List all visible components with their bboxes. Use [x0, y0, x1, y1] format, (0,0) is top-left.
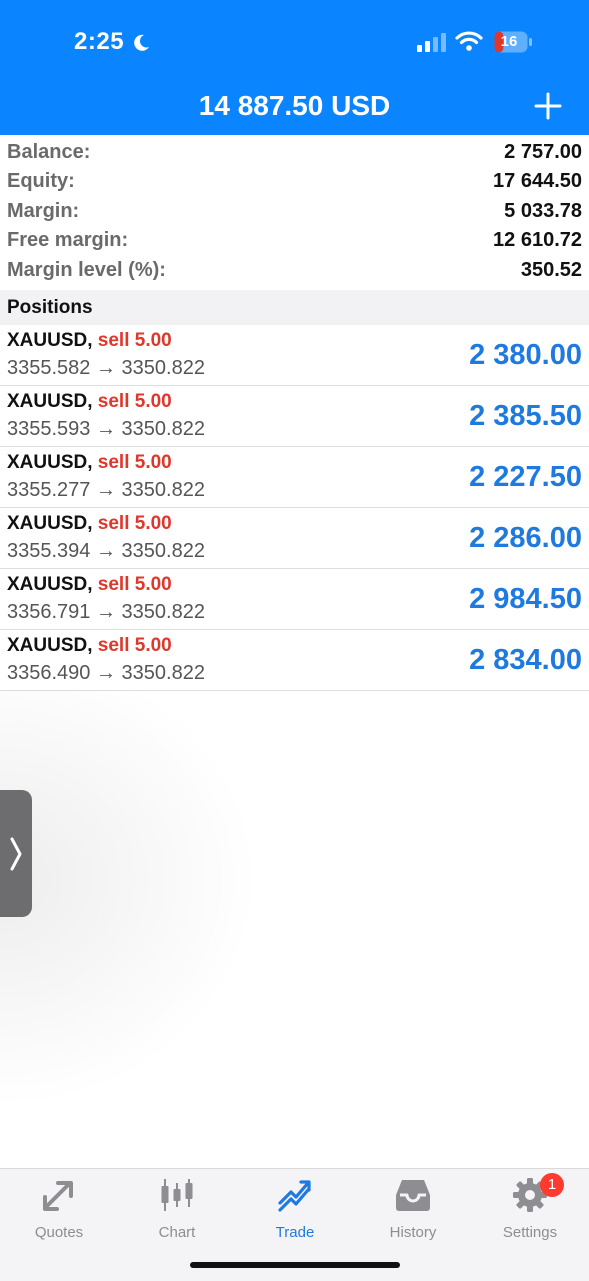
position-prices: 3355.582 → 3350.822 [7, 357, 205, 379]
history-icon [396, 1180, 430, 1211]
position-type: sell 5.00 [97, 635, 172, 656]
position-symbol: XAUUSD, [7, 452, 93, 473]
chevron-right-icon [10, 837, 22, 871]
equity-row: Equity: 17 644.50 [0, 167, 589, 196]
position-type: sell 5.00 [97, 330, 172, 351]
tab-history[interactable]: History [354, 1177, 472, 1247]
page-title: 14 887.50 USD [198, 90, 391, 121]
position-symbol: XAUUSD, [7, 635, 93, 656]
chart-icon [161, 1179, 193, 1211]
tab-label: History [389, 1224, 437, 1241]
position-row[interactable]: XAUUSD, sell 5.00 3356.791 → 3350.822 2 … [0, 569, 589, 630]
position-row[interactable]: XAUUSD, sell 5.00 3355.277 → 3350.822 2 … [0, 447, 589, 508]
settings-badge: 1 [540, 1173, 564, 1197]
position-profit: 2 984.50 [469, 583, 582, 615]
margin-level-value: 350.52 [520, 258, 582, 281]
moon-icon [134, 34, 149, 51]
tab-label: Chart [158, 1224, 196, 1241]
margin-level-row: Margin level (%): 350.52 [0, 256, 589, 285]
equity-value: 17 644.50 [493, 170, 582, 193]
position-symbol-line: XAUUSD, sell 5.00 [7, 574, 172, 596]
equity-label: Equity: [7, 170, 75, 193]
position-symbol-line: XAUUSD, sell 5.00 [7, 391, 172, 413]
margin-level-label: Margin level (%): [7, 258, 166, 281]
position-prices: 3355.593 → 3350.822 [7, 418, 205, 440]
tab-chart[interactable]: Chart [118, 1177, 236, 1247]
status-time: 2:25 [74, 28, 125, 55]
free-margin-row: Free margin: 12 610.72 [0, 226, 589, 255]
position-type: sell 5.00 [97, 574, 172, 595]
position-symbol: XAUUSD, [7, 391, 93, 412]
home-indicator [190, 1262, 400, 1268]
position-type: sell 5.00 [97, 391, 172, 412]
positions-header: Positions [0, 290, 589, 325]
tab-quotes[interactable]: Quotes [0, 1177, 118, 1247]
position-row[interactable]: XAUUSD, sell 5.00 3355.582 → 3350.822 2 … [0, 325, 589, 386]
quotes-icon [43, 1181, 73, 1211]
positions-list: XAUUSD, sell 5.00 3355.582 → 3350.822 2 … [0, 325, 589, 691]
position-type: sell 5.00 [97, 513, 172, 534]
tab-label: Quotes [34, 1224, 84, 1241]
tab-settings[interactable]: Settings [471, 1177, 589, 1247]
tab-bar: Quotes Chart Trade History [0, 1168, 589, 1281]
margin-row: Margin: 5 033.78 [0, 197, 589, 226]
position-symbol: XAUUSD, [7, 330, 93, 351]
margin-value: 5 033.78 [504, 199, 582, 222]
header: 14 887.50 USD [0, 84, 589, 135]
tab-label: Trade [275, 1224, 315, 1241]
position-symbol: XAUUSD, [7, 513, 93, 534]
position-row[interactable]: XAUUSD, sell 5.00 3356.490 → 3350.822 2 … [0, 630, 589, 691]
position-prices: 3356.490 → 3350.822 [7, 662, 205, 684]
wifi-icon [455, 31, 483, 51]
gear-icon [513, 1178, 547, 1212]
signal-icon [417, 33, 446, 52]
position-row[interactable]: XAUUSD, sell 5.00 3355.394 → 3350.822 2 … [0, 508, 589, 569]
free-margin-label: Free margin: [7, 229, 129, 252]
position-prices: 3355.277 → 3350.822 [7, 479, 205, 501]
balance-row: Balance: 2 757.00 [0, 138, 589, 167]
balance-value: 2 757.00 [504, 141, 582, 163]
position-symbol-line: XAUUSD, sell 5.00 [7, 635, 172, 657]
position-profit: 2 227.50 [469, 461, 582, 493]
margin-label: Margin: [7, 199, 80, 222]
free-margin-value: 12 610.72 [493, 229, 582, 252]
position-symbol: XAUUSD, [7, 574, 93, 595]
battery-icon [494, 31, 532, 53]
position-profit: 2 380.00 [469, 339, 582, 371]
position-symbol-line: XAUUSD, sell 5.00 [7, 330, 172, 352]
battery-level: 16 [500, 33, 518, 50]
tab-label: Settings [502, 1224, 558, 1241]
status-bar: 2:25 16 [0, 0, 589, 84]
side-panel-handle[interactable] [0, 790, 32, 917]
account-summary: Balance: 2 757.00 Equity: 17 644.50 Marg… [0, 138, 589, 285]
add-icon[interactable] [534, 92, 562, 120]
position-row[interactable]: XAUUSD, sell 5.00 3355.593 → 3350.822 2 … [0, 386, 589, 447]
position-symbol-line: XAUUSD, sell 5.00 [7, 452, 172, 474]
position-symbol-line: XAUUSD, sell 5.00 [7, 513, 172, 535]
trade-icon [278, 1180, 311, 1212]
position-prices: 3356.791 → 3350.822 [7, 601, 205, 623]
balance-label: Balance: [7, 141, 91, 163]
position-type: sell 5.00 [97, 452, 172, 473]
positions-title: Positions [7, 297, 93, 318]
tab-trade[interactable]: Trade [236, 1177, 354, 1247]
position-profit: 2 286.00 [469, 522, 582, 554]
position-profit: 2 834.00 [469, 644, 582, 676]
background-shade [0, 690, 260, 1110]
position-profit: 2 385.50 [469, 400, 582, 432]
position-prices: 3355.394 → 3350.822 [7, 540, 205, 562]
